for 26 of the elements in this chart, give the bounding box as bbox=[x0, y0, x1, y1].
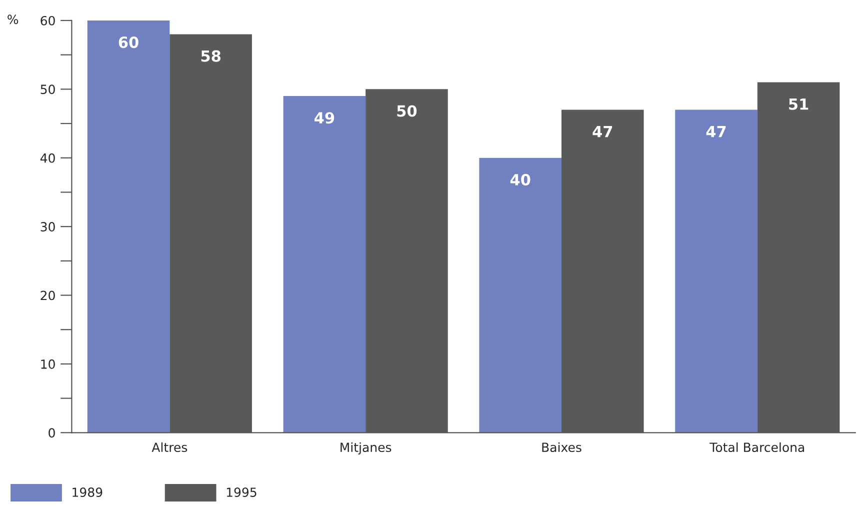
data-label: 58 bbox=[201, 50, 220, 62]
data-label: 51 bbox=[789, 98, 808, 110]
x-tick-label: Baixes bbox=[542, 442, 582, 452]
y-tick-label: 60 bbox=[40, 16, 55, 26]
legend-label: 1995 bbox=[226, 488, 256, 497]
y-tick-label: 10 bbox=[41, 359, 55, 369]
x-tick-label: Mitjanes bbox=[340, 442, 392, 454]
x-tick-label: Altres bbox=[152, 442, 188, 452]
bar bbox=[479, 158, 562, 433]
data-label: 50 bbox=[397, 105, 417, 117]
bar bbox=[283, 96, 366, 433]
legend-label: 1989 bbox=[72, 488, 102, 497]
data-label: 47 bbox=[592, 126, 612, 138]
bar bbox=[87, 20, 170, 433]
bar bbox=[675, 110, 758, 433]
data-label: 49 bbox=[314, 112, 334, 124]
data-label: 60 bbox=[118, 36, 138, 48]
y-tick-label: 30 bbox=[40, 222, 55, 232]
y-axis-title: % bbox=[8, 14, 18, 24]
data-label: 40 bbox=[510, 174, 530, 186]
y-tick-label: 50 bbox=[40, 84, 55, 94]
y-tick-label: 20 bbox=[40, 290, 55, 300]
x-tick-label: Total Barcelona bbox=[710, 442, 804, 452]
data-label: 47 bbox=[706, 126, 726, 138]
y-tick-label: 0 bbox=[48, 428, 55, 438]
y-tick-label: 40 bbox=[40, 153, 55, 163]
